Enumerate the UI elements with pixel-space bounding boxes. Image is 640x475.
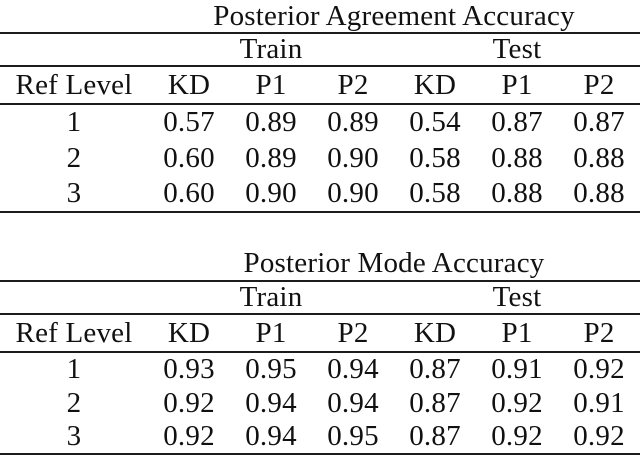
table-cell: 0.88 xyxy=(573,141,625,174)
table-cell: 0.92 xyxy=(573,353,625,385)
title-spacer xyxy=(0,0,148,34)
column-header: KD xyxy=(394,314,476,353)
column-header: P2 xyxy=(558,66,640,105)
table-cell: 0.90 xyxy=(327,141,379,174)
table-cell: 0.89 xyxy=(245,141,297,174)
table-cell: 0.94 xyxy=(327,386,379,419)
table-cell: 0.88 xyxy=(476,176,558,213)
column-header: KD xyxy=(148,66,230,105)
table-title-row: Posterior Agreement Accuracy xyxy=(0,0,640,34)
column-header: KD xyxy=(148,314,230,353)
ref-level-cell: 3 xyxy=(0,176,148,213)
table-cell: 0.90 xyxy=(312,176,394,213)
table-cell: 0.58 xyxy=(394,176,476,213)
column-header: P2 xyxy=(558,314,640,353)
table-cell: 0.91 xyxy=(491,353,543,385)
table-row: 3 0.92 0.94 0.95 0.87 0.92 0.92 xyxy=(0,420,640,455)
column-header-ref-level: Ref Level xyxy=(0,66,148,105)
table-cell: 0.92 xyxy=(558,420,640,455)
table-title: Posterior Mode Accuracy xyxy=(148,247,640,282)
table-title-row: Posterior Mode Accuracy xyxy=(0,247,640,282)
table-cell: 0.94 xyxy=(327,353,379,385)
column-header: P1 xyxy=(476,66,558,105)
column-header: KD xyxy=(394,66,476,105)
table-cell: 0.89 xyxy=(327,106,379,138)
ref-level-cell: 1 xyxy=(66,353,82,385)
column-header: P2 xyxy=(312,314,394,353)
table-cell: 0.94 xyxy=(230,420,312,455)
table-cell: 0.60 xyxy=(163,141,215,174)
table-cell: 0.87 xyxy=(491,106,543,138)
table-cell: 0.89 xyxy=(245,106,297,138)
column-header: P2 xyxy=(312,66,394,105)
table-cell: 0.95 xyxy=(312,420,394,455)
title-spacer xyxy=(0,247,148,282)
table-row: 1 0.93 0.95 0.94 0.87 0.91 0.92 xyxy=(0,352,640,386)
table-row: 2 0.92 0.94 0.94 0.87 0.92 0.91 xyxy=(0,386,640,420)
table-title: Posterior Agreement Accuracy xyxy=(148,0,640,34)
ref-level-cell: 2 xyxy=(66,141,82,174)
posterior-mode-table: Posterior Mode Accuracy Train Test Ref L… xyxy=(0,247,640,455)
column-header: P1 xyxy=(230,314,312,353)
ref-level-cell: 3 xyxy=(0,420,148,455)
table-cell: 0.87 xyxy=(409,353,461,385)
table-cell: 0.87 xyxy=(394,420,476,455)
table-cell: 0.88 xyxy=(491,141,543,174)
column-header-ref-level: Ref Level xyxy=(0,314,148,353)
table-row: 2 0.60 0.89 0.90 0.58 0.88 0.88 xyxy=(0,140,640,176)
table-cell: 0.54 xyxy=(409,106,461,138)
group-header-train: Train xyxy=(148,33,394,67)
table-cell: 0.90 xyxy=(230,176,312,213)
table-cell: 0.60 xyxy=(148,176,230,213)
column-header: P1 xyxy=(476,314,558,353)
table-cell: 0.88 xyxy=(558,176,640,213)
table-cell: 0.91 xyxy=(573,386,625,419)
group-header-test: Test xyxy=(394,281,640,315)
group-spacer xyxy=(0,281,148,315)
column-header-row: Ref Level KD P1 P2 KD P1 P2 xyxy=(0,314,640,353)
table-cell: 0.93 xyxy=(163,353,215,385)
group-spacer xyxy=(0,33,148,67)
table-cell: 0.94 xyxy=(245,386,297,419)
column-header-row: Ref Level KD P1 P2 KD P1 P2 xyxy=(0,66,640,105)
table-row: 1 0.57 0.89 0.89 0.54 0.87 0.87 xyxy=(0,104,640,140)
table-cell: 0.58 xyxy=(409,141,461,174)
group-header-train: Train xyxy=(148,281,394,315)
ref-level-cell: 2 xyxy=(66,386,82,419)
table-cell: 0.92 xyxy=(163,386,215,419)
table-cell: 0.87 xyxy=(409,386,461,419)
table-cell: 0.92 xyxy=(476,420,558,455)
table-cell: 0.95 xyxy=(245,353,297,385)
column-header: P1 xyxy=(230,66,312,105)
group-header-row: Train Test xyxy=(0,33,640,67)
table-cell: 0.92 xyxy=(148,420,230,455)
table-cell: 0.92 xyxy=(491,386,543,419)
group-header-row: Train Test xyxy=(0,281,640,315)
posterior-agreement-table: Posterior Agreement Accuracy Train Test … xyxy=(0,0,640,213)
group-header-test: Test xyxy=(394,33,640,67)
table-cell: 0.57 xyxy=(163,106,215,138)
ref-level-cell: 1 xyxy=(66,106,82,138)
table-row: 3 0.60 0.90 0.90 0.58 0.88 0.88 xyxy=(0,176,640,213)
table-cell: 0.87 xyxy=(573,106,625,138)
